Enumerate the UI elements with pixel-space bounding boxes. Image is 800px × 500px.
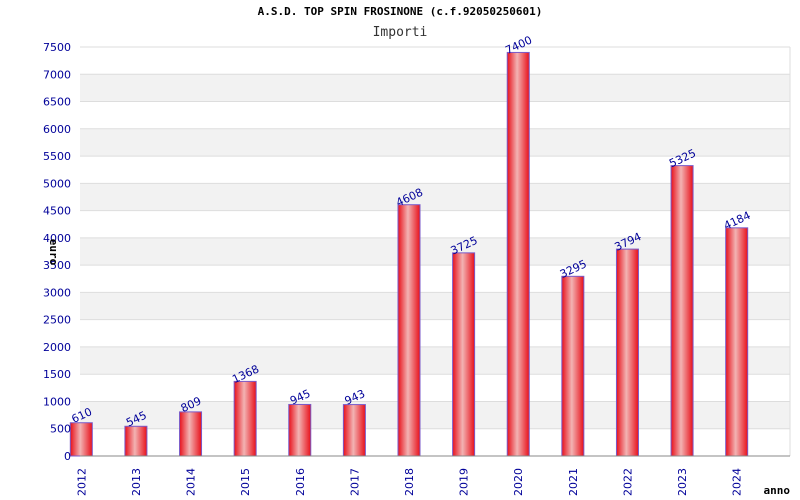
x-tick-label: 2012 xyxy=(75,468,88,496)
y-tick-label: 4000 xyxy=(43,232,71,245)
y-tick-label: 5500 xyxy=(43,150,71,163)
bars xyxy=(69,51,749,457)
y-tick-label: 6500 xyxy=(43,96,71,109)
grid-band xyxy=(80,74,790,102)
x-tick-label: 2018 xyxy=(403,468,416,496)
y-tick-labels: 0 500 1000 1500 2000 2500 3000 3500 4000 4500 5000… xyxy=(43,41,71,463)
bar xyxy=(670,165,694,457)
x-tick-label: 2013 xyxy=(130,468,143,496)
x-tick-label: 2014 xyxy=(185,468,198,496)
x-tick-label: 2016 xyxy=(294,468,307,496)
x-tick-label: 2020 xyxy=(512,468,525,496)
bar xyxy=(124,425,148,457)
y-tick-label: 3500 xyxy=(43,259,71,272)
x-tick-label: 2021 xyxy=(567,468,580,496)
bar xyxy=(452,252,476,457)
y-tick-label: 6000 xyxy=(43,123,71,136)
chart-title: A.S.D. TOP SPIN FROSINONE (c.f.920502506… xyxy=(257,5,543,18)
y-tick-label: 1500 xyxy=(43,368,71,381)
bar xyxy=(561,275,585,457)
y-axis-label: euro xyxy=(47,239,60,266)
x-tick-label: 2022 xyxy=(621,468,634,496)
x-tick-label: 2024 xyxy=(731,468,744,496)
bar xyxy=(288,403,312,457)
grid-band xyxy=(80,128,790,157)
y-tick-label: 1000 xyxy=(43,395,71,408)
bar xyxy=(342,404,366,457)
x-tick-label: 2015 xyxy=(239,468,252,496)
bar xyxy=(725,227,749,457)
x-tick-label: 2023 xyxy=(676,468,689,496)
y-tick-label: 4500 xyxy=(43,205,71,218)
x-axis-label: anno xyxy=(764,484,791,497)
y-tick-label: 3000 xyxy=(43,286,71,299)
y-tick-label: 2000 xyxy=(43,341,71,354)
bar xyxy=(506,51,530,457)
y-tick-label: 2500 xyxy=(43,314,71,327)
bar xyxy=(397,204,421,457)
bar xyxy=(179,411,203,457)
y-tick-label: 7000 xyxy=(43,68,71,81)
y-tick-label: 7500 xyxy=(43,41,71,54)
bar xyxy=(615,248,639,457)
chart-subtitle: Importi xyxy=(372,25,428,40)
bar xyxy=(233,380,257,457)
x-tick-labels: 2012 2013 2014 2015 2016 2017 2018 2019 2020 2021… xyxy=(75,468,743,496)
bar xyxy=(69,422,93,457)
x-tick-label: 2017 xyxy=(348,468,361,496)
y-tick-label: 500 xyxy=(50,423,71,436)
y-tick-label: 0 xyxy=(64,450,71,463)
y-tick-label: 5000 xyxy=(43,177,71,190)
x-tick-label: 2019 xyxy=(458,468,471,496)
